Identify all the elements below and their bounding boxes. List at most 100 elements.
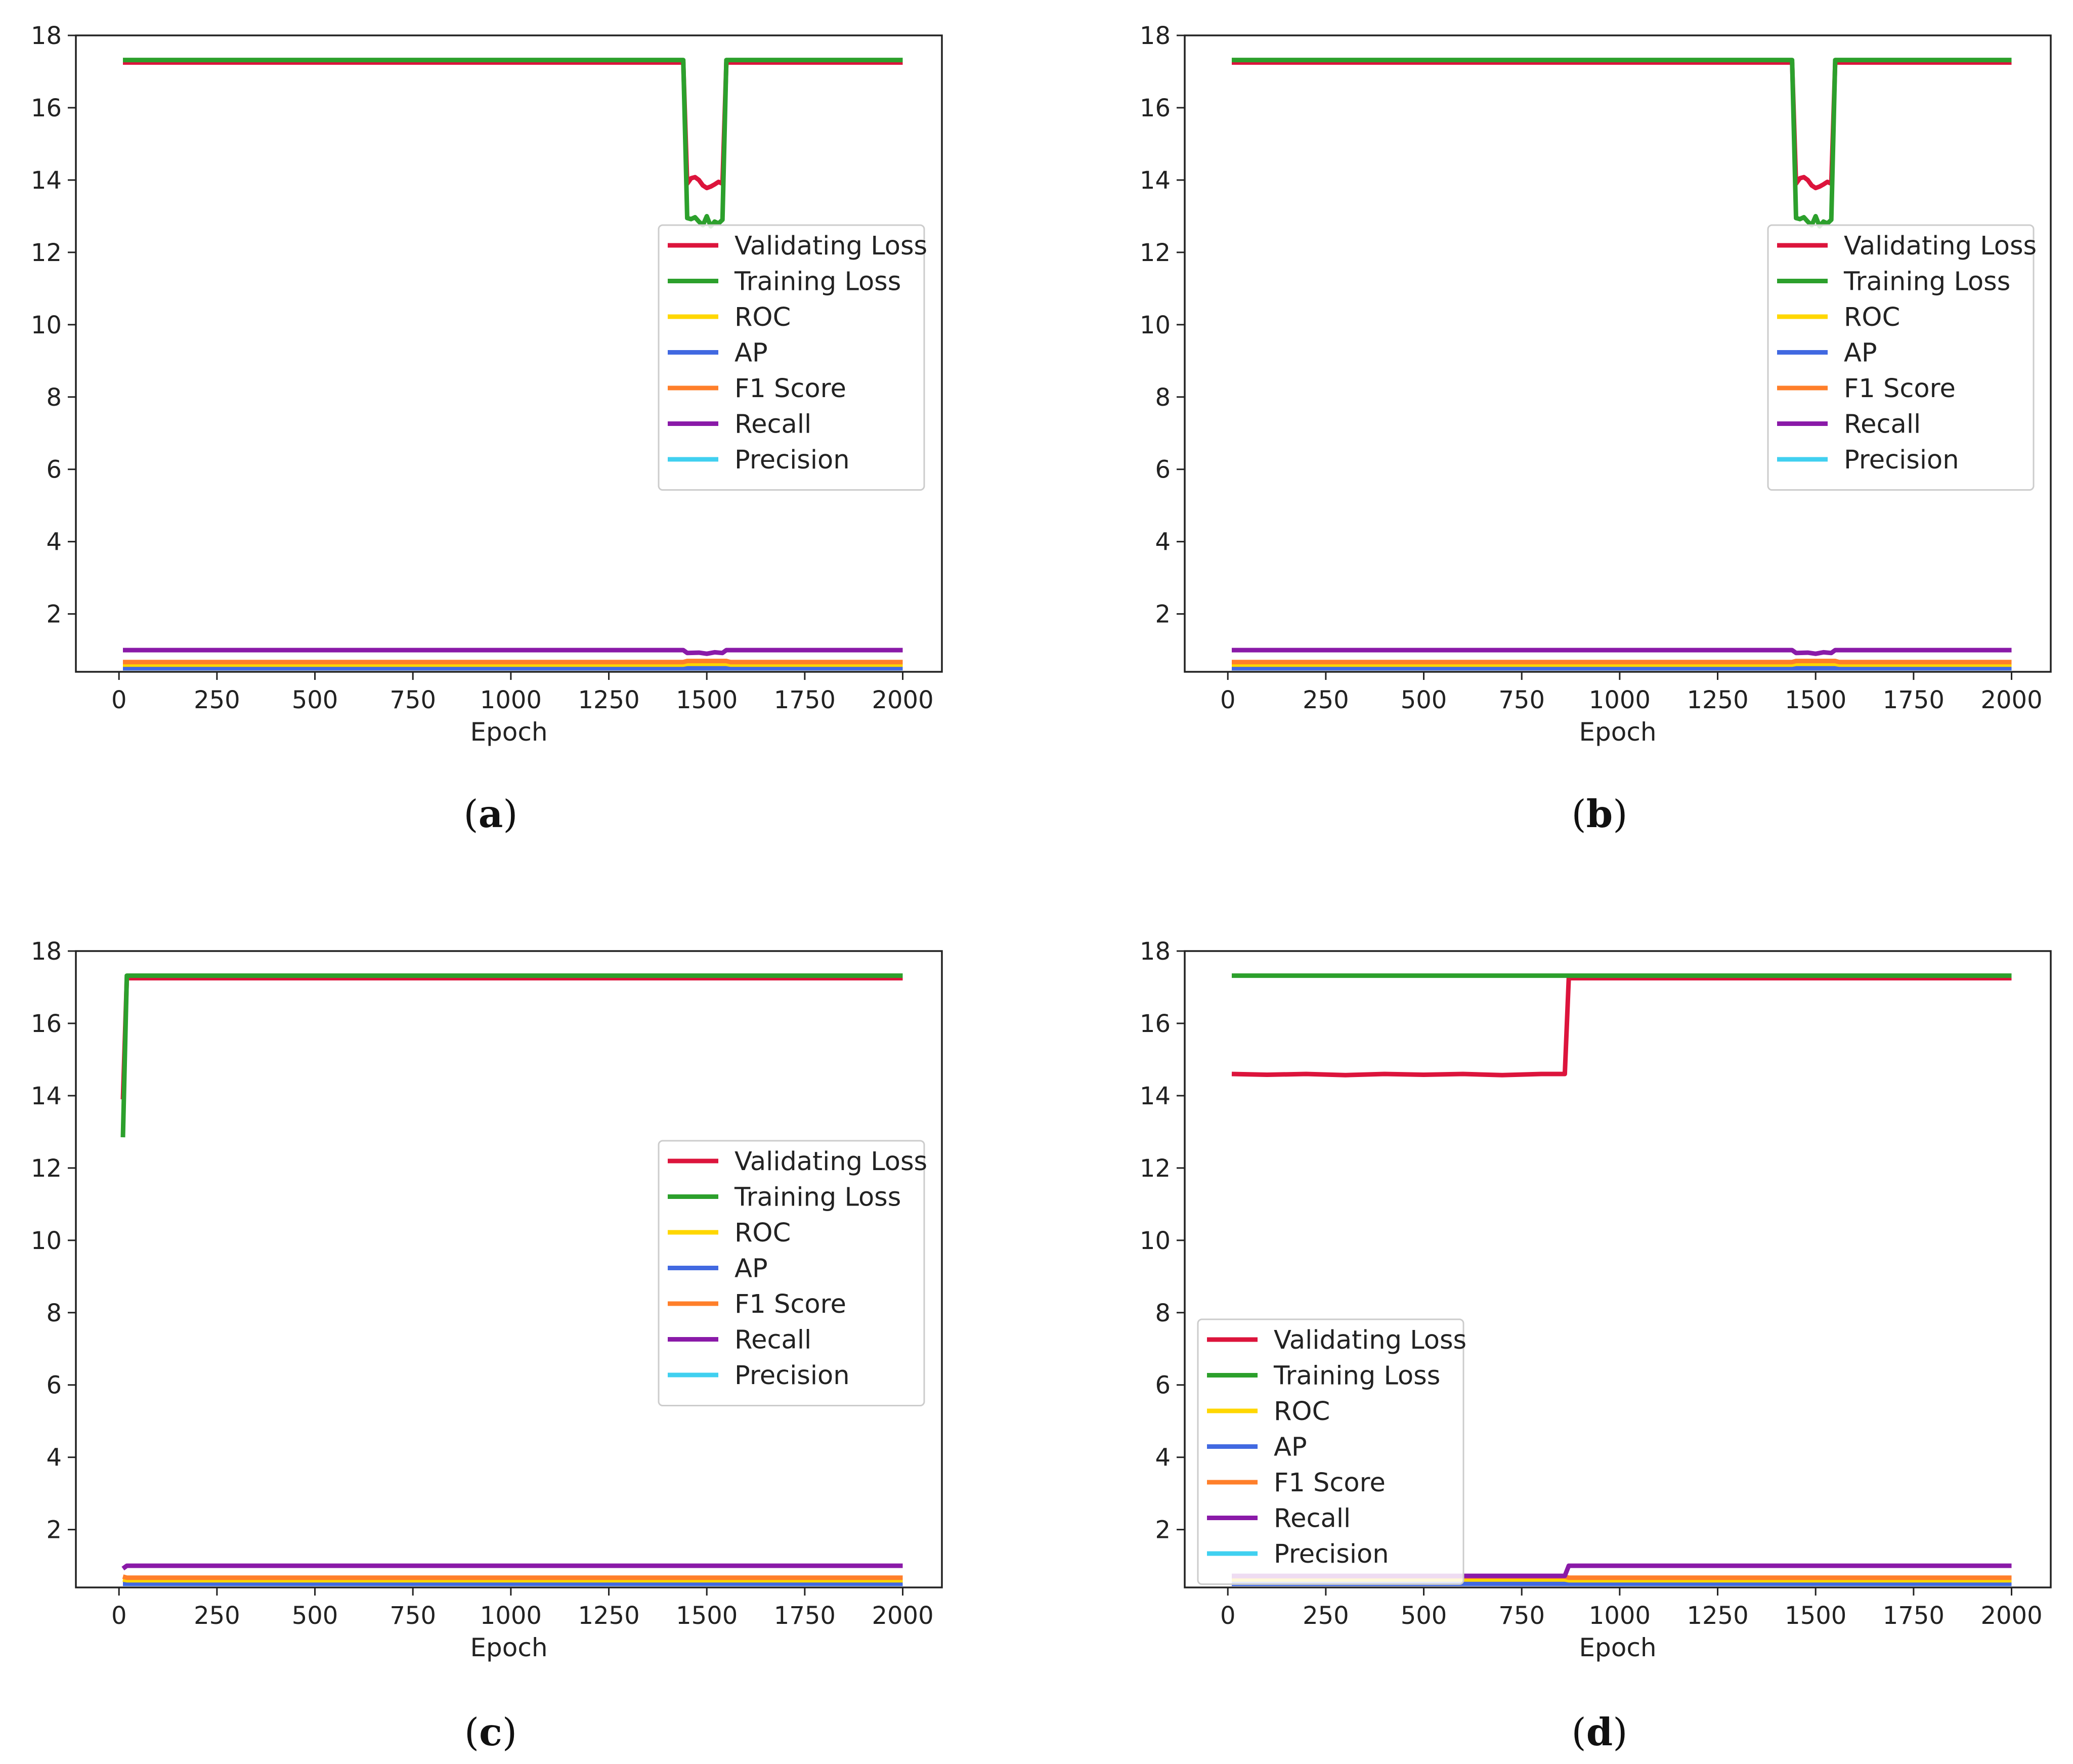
x-tick-label: 0 [1220,1602,1236,1630]
panel-c: 0 250 500 750 1000 1250 1500 1750 2000 2 4 6 8 10 12 14… [31,937,943,1754]
legend-label: Validating Loss [1844,231,2037,261]
panel-caption: (c) [464,1710,517,1754]
legend-label: F1 Score [735,1289,846,1319]
y-tick-label: 18 [31,22,62,50]
series-line-recall [123,648,903,656]
legend-label: F1 Score [735,374,846,404]
x-tick-label: 1250 [1687,686,1748,714]
x-tick-label: 250 [1303,686,1349,714]
x-axis-label: Epoch [470,1633,547,1662]
legend-label: ROC [1844,303,1900,332]
x-tick-label: 750 [390,686,436,714]
y-tick-label: 8 [1155,383,1171,412]
x-tick-label: 750 [1498,686,1545,714]
y-tick-label: 8 [1155,1299,1171,1327]
legend-label: Precision [735,445,850,475]
x-axis-label: Epoch [470,717,547,747]
x-tick-label: 500 [292,686,338,714]
y-tick-label: 2 [1155,600,1171,629]
panel-caption: (a) [463,792,517,836]
plot-frame [75,34,943,673]
legend-label: Training Loss [734,1183,901,1213]
y-tick-label: 12 [1140,1154,1171,1183]
legend-label: Recall [1844,410,1921,440]
legend: Validating Loss Training Loss ROC AP F1 Scor… [1197,1318,1466,1585]
y-tick-label: 10 [31,1227,62,1255]
y-tick-label: 8 [46,1299,62,1327]
x-axis-label: Epoch [1579,717,1656,747]
series-line-training-loss [1232,58,2012,229]
x-tick-label: 250 [194,686,240,714]
x-axis-label: Epoch [1579,1633,1656,1662]
series-line-recall [1232,648,2012,656]
legend-label: ROC [735,1218,791,1248]
series-line-f1-score [123,659,903,665]
y-tick-label: 12 [31,1154,62,1183]
legend-label: Validating Loss [1274,1325,1466,1355]
legend-label: AP [1844,338,1877,368]
panel-caption: (b) [1572,792,1628,836]
legend-label: Training Loss [1273,1361,1440,1391]
x-tick-label: 250 [1303,1602,1349,1630]
x-tick-label: 2000 [1980,686,2042,714]
x-tick-label: 1000 [480,1602,542,1630]
y-tick-label: 2 [46,600,62,629]
y-tick-label: 12 [1140,239,1171,267]
legend-label: Training Loss [1843,267,2010,297]
x-tick-label: 500 [1401,686,1447,714]
series-line-f1-score [1232,659,2012,665]
series-line-f1-score [122,1574,903,1580]
series-line-training-loss [123,58,903,229]
legend-label: Precision [735,1361,850,1391]
panel-a: 0 250 500 750 1000 1250 1500 1750 2000 2 4 6 8 10 12 14… [31,22,943,836]
y-tick-label: 18 [31,937,62,966]
x-tick-label: 2000 [872,1602,933,1630]
x-tick-label: 1250 [578,686,639,714]
legend: Validating Loss Training Loss ROC AP F1 Scor… [658,224,927,491]
y-tick-label: 6 [1155,456,1171,484]
legend-label: ROC [1274,1397,1330,1427]
x-tick-label: 2000 [872,686,933,714]
y-tick-label: 6 [46,1371,62,1400]
legend-label: Validating Loss [735,231,927,261]
x-tick-label: 1500 [1785,1602,1846,1630]
legend-label: F1 Score [1274,1468,1386,1498]
legend-label: Validating Loss [735,1147,927,1177]
x-tick-label: 500 [292,1602,338,1630]
plot-frame [1184,34,2052,673]
x-tick-label: 0 [111,1602,127,1630]
y-tick-label: 10 [1140,311,1171,339]
x-tick-label: 1750 [774,1602,836,1630]
y-tick-label: 14 [1140,1082,1171,1110]
y-tick-label: 10 [31,311,62,339]
y-tick-label: 6 [1155,1371,1171,1400]
series-line-recall [121,1563,903,1571]
y-tick-label: 18 [1140,22,1171,50]
series-group [1232,58,2012,671]
legend-label: Recall [735,1325,811,1355]
y-tick-label: 10 [1140,1227,1171,1255]
y-tick-label: 16 [31,1010,62,1038]
x-tick-label: 750 [390,1602,436,1630]
x-tick-label: 2000 [1980,1602,2042,1630]
legend-box [1767,224,2035,491]
x-tick-label: 1750 [1883,1602,1945,1630]
series-line-training-loss [120,973,903,1138]
legend-label: Recall [735,410,811,440]
y-tick-label: 16 [1140,1010,1171,1038]
x-tick-label: 1750 [774,686,836,714]
legend-label: ROC [735,303,791,332]
x-tick-label: 1500 [676,686,738,714]
y-tick-label: 8 [46,383,62,412]
legend-label: Precision [1274,1539,1389,1569]
legend-label: AP [735,338,768,368]
plot-frame [75,950,943,1588]
x-tick-label: 250 [194,1602,240,1630]
y-tick-label: 12 [31,239,62,267]
legend-label: AP [735,1254,768,1284]
x-tick-label: 1250 [1687,1602,1748,1630]
y-tick-label: 14 [31,166,62,195]
legend-box [658,1140,925,1406]
x-tick-label: 0 [111,686,127,714]
